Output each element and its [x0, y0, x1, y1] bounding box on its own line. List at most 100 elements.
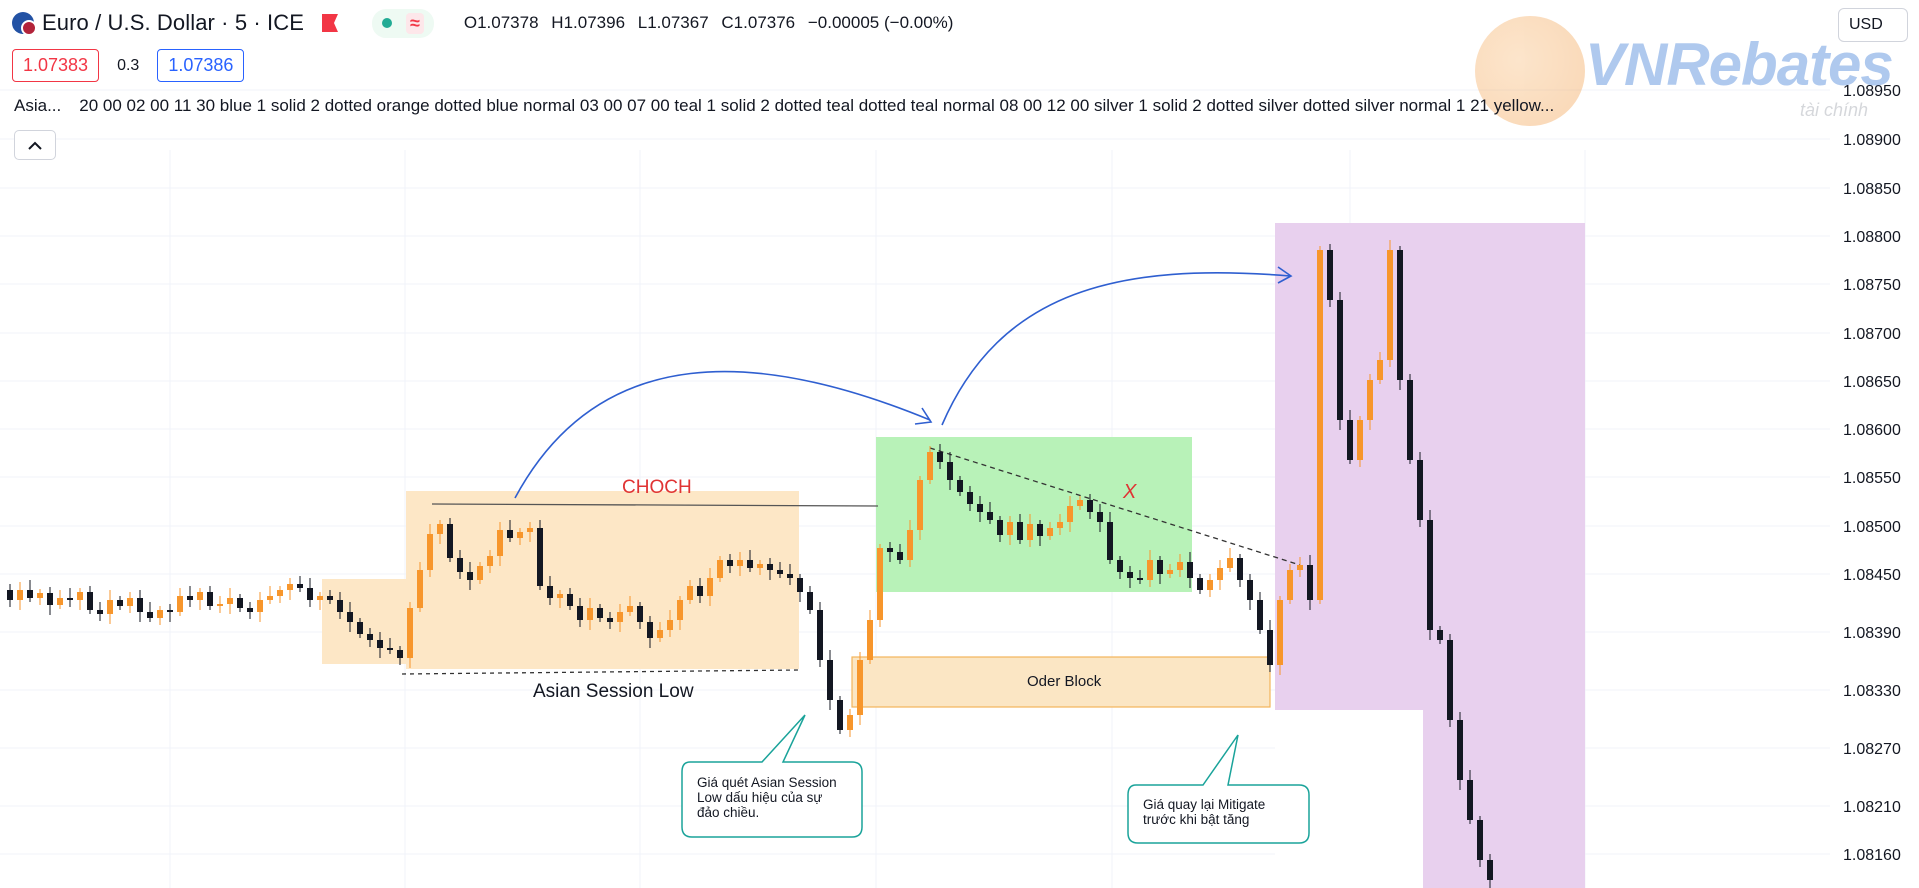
- candle-bearish: [1467, 780, 1473, 820]
- callout-1-line-1: Giá quét Asian Session: [697, 775, 837, 790]
- candle-bullish: [317, 596, 323, 600]
- flag-marker-icon[interactable]: [321, 14, 338, 32]
- candle-bullish: [1277, 600, 1283, 665]
- candle-bullish: [227, 598, 233, 604]
- candle-bullish: [1227, 558, 1233, 568]
- candle-bullish: [1217, 568, 1223, 580]
- candle-bullish: [1387, 250, 1393, 360]
- candle-bullish: [1167, 570, 1173, 574]
- candle-bearish: [1247, 580, 1253, 600]
- candle-bearish: [947, 462, 953, 480]
- candle-bearish: [547, 586, 553, 598]
- candle-bearish: [447, 524, 453, 558]
- indicator-name[interactable]: Asia...: [14, 96, 62, 115]
- candle-bullish: [427, 534, 433, 570]
- candle-bullish: [617, 612, 623, 622]
- candle-bearish: [1187, 562, 1193, 578]
- choch-arrow-head: [914, 407, 933, 425]
- price-tick-label: 1.08210: [1843, 799, 1901, 816]
- candle-bearish: [297, 584, 303, 588]
- candle-bearish: [1117, 560, 1123, 572]
- candle-bullish: [877, 548, 883, 620]
- candle-bearish: [1097, 512, 1103, 522]
- candle-bullish: [77, 592, 83, 600]
- price-tick-label: 1.08160: [1843, 847, 1901, 864]
- candle-bearish: [457, 558, 463, 572]
- candle-bullish: [267, 596, 273, 600]
- callout-1-box[interactable]: [681, 714, 863, 838]
- candle-bullish: [417, 570, 423, 608]
- candle-bearish: [797, 578, 803, 592]
- price-tick-label: 1.08700: [1843, 326, 1901, 343]
- candle-bullish: [1057, 522, 1063, 528]
- candle-bullish: [657, 630, 663, 638]
- candle-bearish: [167, 610, 173, 612]
- candle-bearish: [1347, 420, 1353, 460]
- candle-bearish: [1037, 524, 1043, 536]
- candle-bearish: [387, 648, 393, 650]
- callout-2-line-2: trước khi bật tăng: [1143, 812, 1249, 827]
- candle-bullish: [487, 556, 493, 566]
- candle-bearish: [697, 586, 703, 596]
- candle-bearish: [1477, 820, 1483, 860]
- candle-bullish: [757, 564, 763, 568]
- candle-bearish: [967, 492, 973, 504]
- candle-bearish: [307, 588, 313, 600]
- order-block-zone[interactable]: [851, 656, 1271, 708]
- quote-row: 1.07383 0.3 1.07386: [12, 49, 245, 82]
- brand-watermark-sub: tài chính: [1800, 100, 1869, 120]
- candle-bullish: [177, 596, 183, 612]
- candle-bearish: [837, 700, 843, 730]
- candle-bullish: [927, 452, 933, 480]
- candle-bearish: [1237, 558, 1243, 580]
- asian-session-zone: [406, 491, 799, 669]
- price-tick-label: 1.08950: [1843, 83, 1901, 100]
- candle-bearish: [1337, 300, 1343, 420]
- candle-bearish: [1257, 600, 1263, 630]
- price-tick-label: 1.08550: [1843, 470, 1901, 487]
- trend-line-dotted: [929, 447, 1301, 566]
- candle-bearish: [1267, 630, 1273, 665]
- target-arrow: [941, 271, 1291, 426]
- market-status[interactable]: ≈: [371, 8, 434, 38]
- callout-2-box[interactable]: [1127, 734, 1310, 844]
- collapse-legend-button[interactable]: [14, 130, 56, 160]
- brand-watermark-text: VNRebates: [1585, 31, 1894, 98]
- candle-bullish: [867, 620, 873, 660]
- candle-bearish: [27, 590, 33, 598]
- callout-1-line-2: Low dấu hiệu của sự: [697, 790, 822, 805]
- sell-price-button[interactable]: 1.07383: [12, 49, 100, 82]
- candle-bearish: [247, 608, 253, 612]
- candle-bullish: [197, 592, 203, 600]
- candle-bearish: [1427, 520, 1433, 630]
- brand-logo-icon: [1475, 16, 1585, 126]
- candle-bearish: [977, 504, 983, 512]
- candle-bearish: [787, 574, 793, 578]
- candle-bearish: [577, 606, 583, 620]
- symbol-title[interactable]: Euro / U.S. Dollar · 5 · ICE: [42, 10, 304, 35]
- candle-bearish: [67, 598, 73, 600]
- candle-bearish: [507, 530, 513, 538]
- x-mark: X: [1122, 481, 1137, 503]
- choch-arrow: [514, 370, 931, 499]
- candle-bullish: [477, 566, 483, 580]
- candle-bullish: [1287, 570, 1293, 600]
- candle-bullish: [1357, 420, 1363, 460]
- price-tick-label: 1.08750: [1843, 277, 1901, 294]
- price-axis[interactable]: 1.08950 1.08900 1.08850 1.08800 1.08750 1.087…: [1843, 83, 1901, 864]
- indicator-legend[interactable]: Asia... 20 00 02 00 11 30 blue 1 solid 2 …: [14, 96, 1814, 116]
- currency-selector[interactable]: USD: [1838, 8, 1908, 42]
- candle-bearish: [377, 640, 383, 648]
- spread-value: 0.3: [117, 56, 140, 74]
- buy-price-button[interactable]: 1.07386: [157, 49, 245, 82]
- chevron-up-icon: [28, 141, 42, 150]
- price-tick-label: 1.08600: [1843, 422, 1901, 439]
- candle-bullish: [1297, 565, 1303, 570]
- candle-bullish: [907, 530, 913, 560]
- candle-bearish: [647, 622, 653, 638]
- candle-bullish: [1317, 250, 1323, 600]
- candle-bearish: [357, 622, 363, 634]
- asian-low-line: [401, 669, 801, 675]
